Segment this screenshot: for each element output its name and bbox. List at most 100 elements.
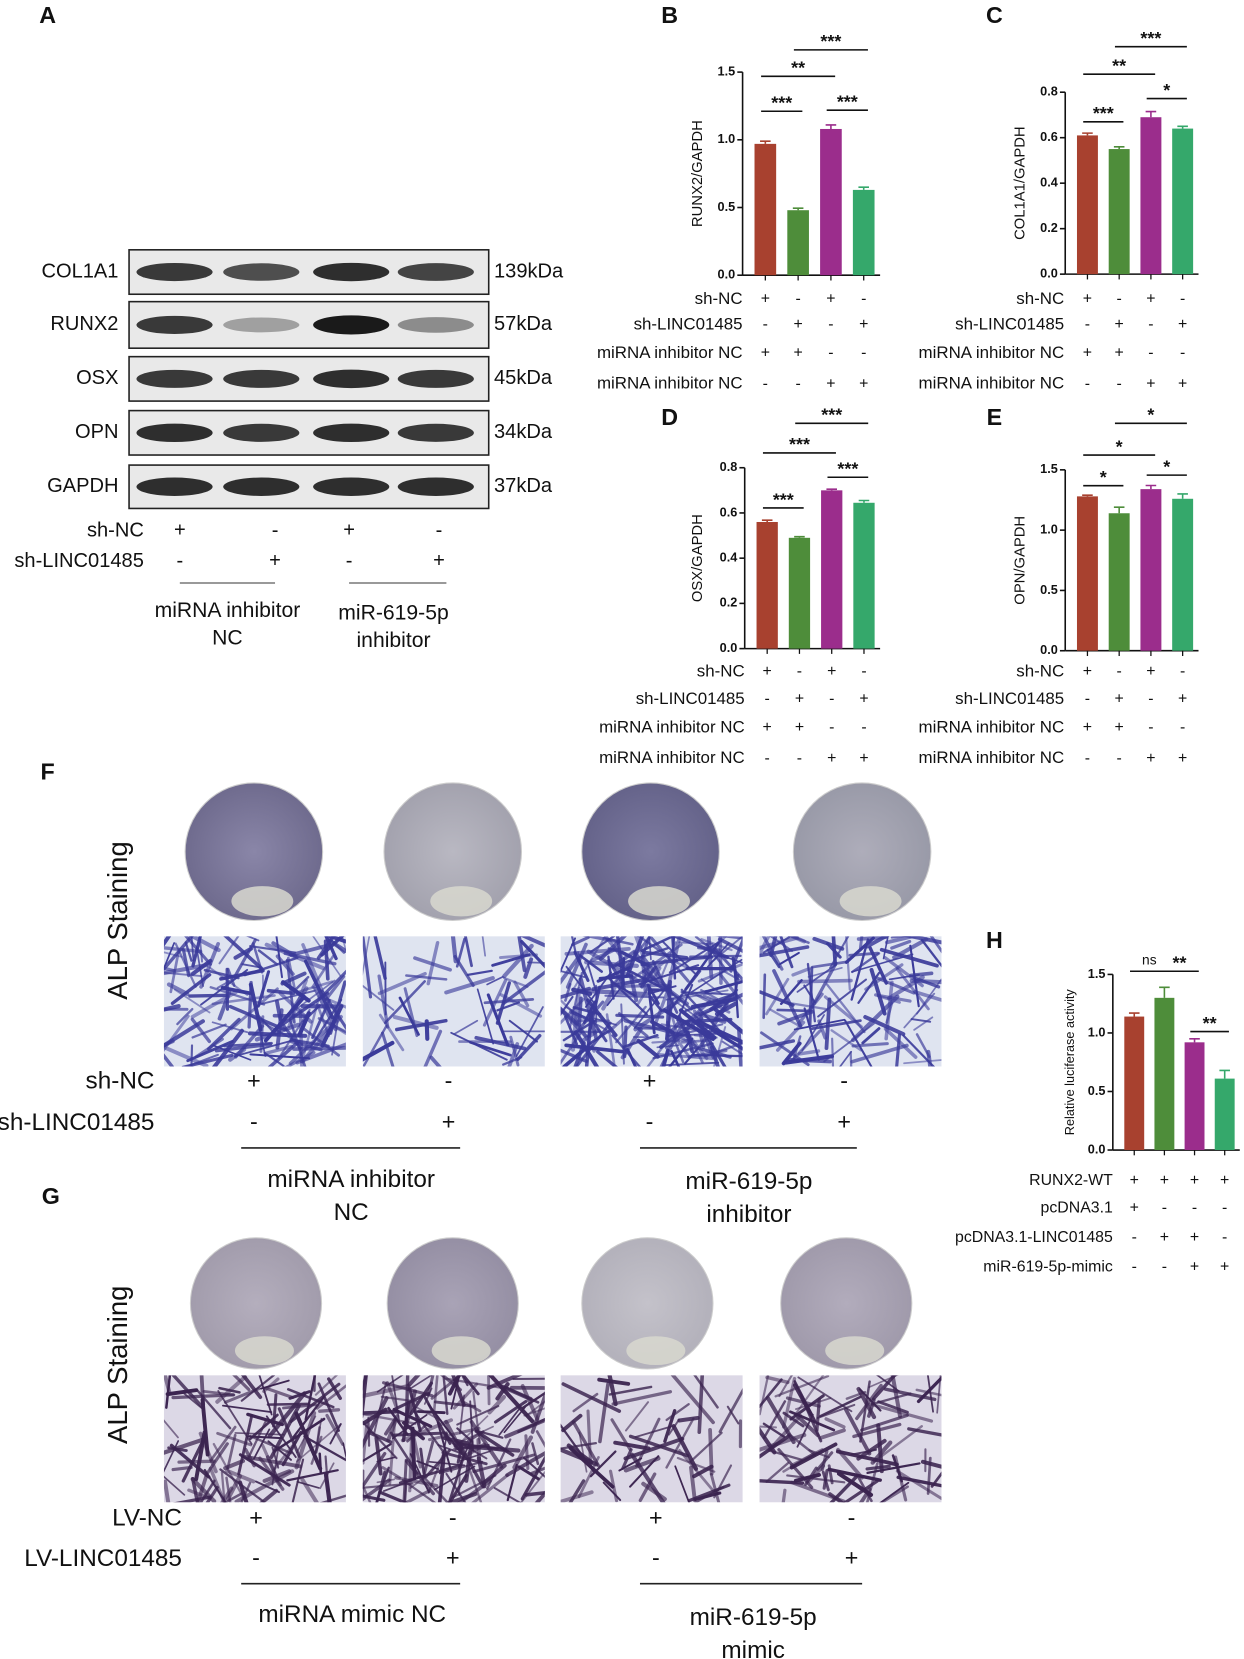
significance-label: *** xyxy=(837,92,858,112)
panel-letter: D xyxy=(661,404,678,430)
error-bar xyxy=(858,186,870,190)
cell xyxy=(874,993,912,1003)
cell xyxy=(362,1407,388,1426)
condition-label: sh-LINC01485 xyxy=(636,689,745,708)
cell xyxy=(451,1375,466,1407)
cell xyxy=(170,973,212,1006)
cell xyxy=(658,1016,704,1049)
significance-label: *** xyxy=(1093,103,1114,123)
condition-mark: + xyxy=(1220,1259,1229,1276)
group-label: miR-619-5p xyxy=(690,1604,817,1631)
cell xyxy=(839,1050,853,1067)
cell xyxy=(324,1455,330,1493)
cell xyxy=(602,1481,622,1502)
cell xyxy=(689,1465,697,1503)
cell xyxy=(233,946,253,960)
cell xyxy=(191,1476,200,1503)
cell xyxy=(797,992,824,1025)
cell xyxy=(383,980,426,1025)
condition-mark: + xyxy=(1160,1172,1169,1189)
cell xyxy=(768,1413,803,1451)
cell xyxy=(803,984,816,1004)
cell xyxy=(190,1017,212,1044)
cell xyxy=(248,982,263,1032)
cell xyxy=(432,1375,439,1415)
error-bar xyxy=(1145,110,1157,118)
cell xyxy=(895,1033,902,1067)
cell xyxy=(208,1466,227,1503)
y-axis-label: RUNX2/GAPDH xyxy=(690,120,706,227)
cell xyxy=(474,1035,527,1051)
cell xyxy=(636,1038,660,1059)
cell xyxy=(895,967,930,1011)
micrograph-cells xyxy=(560,936,743,1067)
cell xyxy=(566,1443,594,1465)
condition-label: miRNA inhibitor NC xyxy=(919,748,1065,767)
cell xyxy=(781,1376,797,1429)
condition-label: miRNA inhibitor NC xyxy=(919,343,1065,362)
condition-label: miRNA inhibitor NC xyxy=(599,748,745,767)
cell xyxy=(915,1388,942,1397)
blot-band xyxy=(313,423,390,443)
condition-mark: + xyxy=(643,1067,657,1093)
blot-band xyxy=(397,477,474,496)
cell xyxy=(272,1393,278,1428)
bar xyxy=(1076,496,1098,651)
cell xyxy=(272,1013,308,1019)
condition-mark: - xyxy=(652,1545,660,1571)
cell xyxy=(212,1442,245,1499)
condition-mark: + xyxy=(1115,316,1124,333)
cell xyxy=(828,1492,845,1503)
cell xyxy=(794,1375,825,1416)
cell xyxy=(216,1431,253,1447)
cell xyxy=(406,1375,433,1392)
cell xyxy=(662,1008,715,1041)
cell xyxy=(523,957,534,979)
condition-mark: - xyxy=(763,316,768,333)
blot-band xyxy=(313,477,390,496)
cell xyxy=(671,1424,699,1471)
cell xyxy=(689,954,742,958)
cell xyxy=(362,1478,391,1502)
cell xyxy=(392,1015,439,1030)
cell xyxy=(662,1061,720,1067)
condition-mark: - xyxy=(848,1504,856,1530)
panel-letter: E xyxy=(987,404,1003,430)
well-image xyxy=(383,782,523,922)
cell xyxy=(779,979,803,1005)
cell xyxy=(362,1375,368,1418)
group-label: inhibitor xyxy=(706,1201,791,1228)
blot-size-label: 37kDa xyxy=(494,475,553,497)
cell xyxy=(909,978,942,985)
condition-label: sh-NC xyxy=(87,520,144,542)
cell xyxy=(598,936,627,961)
cell xyxy=(317,1382,340,1433)
cell xyxy=(520,939,545,969)
cell xyxy=(256,970,271,1008)
cell xyxy=(678,1448,716,1493)
cell xyxy=(228,1047,247,1062)
cell xyxy=(269,1440,297,1475)
condition-mark: - xyxy=(1162,1259,1167,1276)
bar xyxy=(820,128,842,276)
condition-mark: - xyxy=(1085,750,1090,767)
condition-mark: - xyxy=(1148,719,1153,736)
cell xyxy=(560,970,586,978)
cell xyxy=(222,1404,273,1413)
cell xyxy=(163,1419,179,1439)
condition-mark: + xyxy=(1115,691,1124,708)
cell xyxy=(223,1041,273,1048)
cell xyxy=(836,1447,864,1480)
cell xyxy=(726,1405,740,1425)
cell xyxy=(225,1468,256,1484)
cell xyxy=(241,963,262,969)
y-tick-label: 1.0 xyxy=(1040,522,1058,536)
error-bar xyxy=(826,488,838,491)
cell xyxy=(234,1469,295,1503)
condition-mark: - xyxy=(1132,1229,1137,1246)
cell xyxy=(263,1051,285,1067)
y-axis-label: OSX/GAPDH xyxy=(690,514,706,602)
y-tick-label: 0.0 xyxy=(1088,1142,1106,1156)
condition-mark: + xyxy=(1083,345,1092,362)
